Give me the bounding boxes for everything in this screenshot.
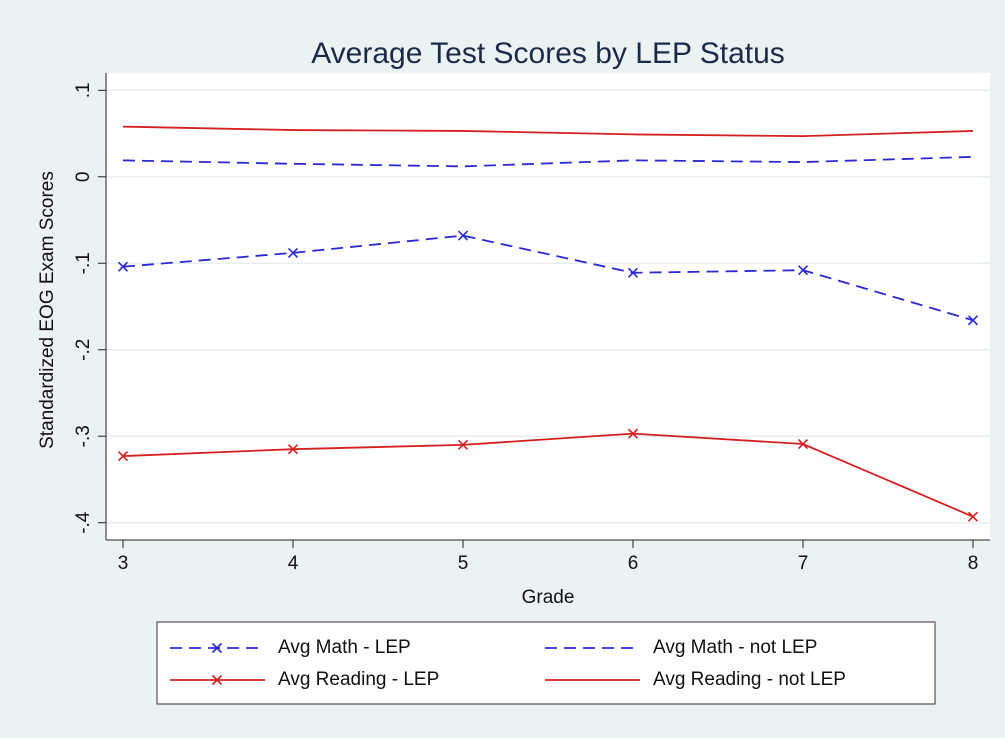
- legend-label: Avg Math - LEP: [278, 637, 411, 658]
- legend: [156, 621, 936, 705]
- marker: [457, 230, 469, 241]
- marker: [627, 267, 639, 278]
- x-tick-label: 3: [118, 553, 129, 574]
- y-tick-label: .1: [73, 82, 94, 98]
- marker: [117, 261, 129, 272]
- chart-title: Average Test Scores by LEP Status: [311, 37, 785, 70]
- marker: [287, 444, 299, 455]
- marker: [627, 428, 639, 439]
- y-axis-label: Standardized EOG Exam Scores: [37, 171, 58, 449]
- x-tick-label: 4: [288, 553, 299, 574]
- series-line: [122, 432, 974, 518]
- marker: [117, 451, 129, 462]
- x-tick-label: 5: [458, 553, 469, 574]
- y-tick-label: -.3: [73, 425, 94, 447]
- x-axis-label: Grade: [522, 587, 575, 608]
- marker: [967, 315, 979, 326]
- series-line: [122, 125, 974, 138]
- y-tick-label: -.1: [73, 252, 94, 274]
- marker: [211, 642, 223, 654]
- x-tick-label: 6: [628, 553, 639, 574]
- marker: [457, 439, 469, 450]
- y-tick-label: 0: [73, 171, 94, 182]
- plot-area: [106, 73, 990, 540]
- x-tick-label: 8: [968, 553, 979, 574]
- x-tick-label: 7: [798, 553, 809, 574]
- legend-label: Avg Reading - LEP: [278, 669, 439, 690]
- legend-label: Avg Reading - not LEP: [653, 669, 846, 690]
- series-line: [122, 155, 974, 168]
- marker: [211, 674, 223, 686]
- legend-label: Avg Math - not LEP: [653, 637, 817, 658]
- marker: [967, 511, 979, 522]
- y-tick-label: -.2: [73, 339, 94, 361]
- series-line: [122, 234, 974, 322]
- marker: [797, 438, 809, 450]
- marker: [797, 265, 809, 276]
- y-tick-label: -.4: [73, 511, 94, 534]
- marker: [287, 247, 299, 258]
